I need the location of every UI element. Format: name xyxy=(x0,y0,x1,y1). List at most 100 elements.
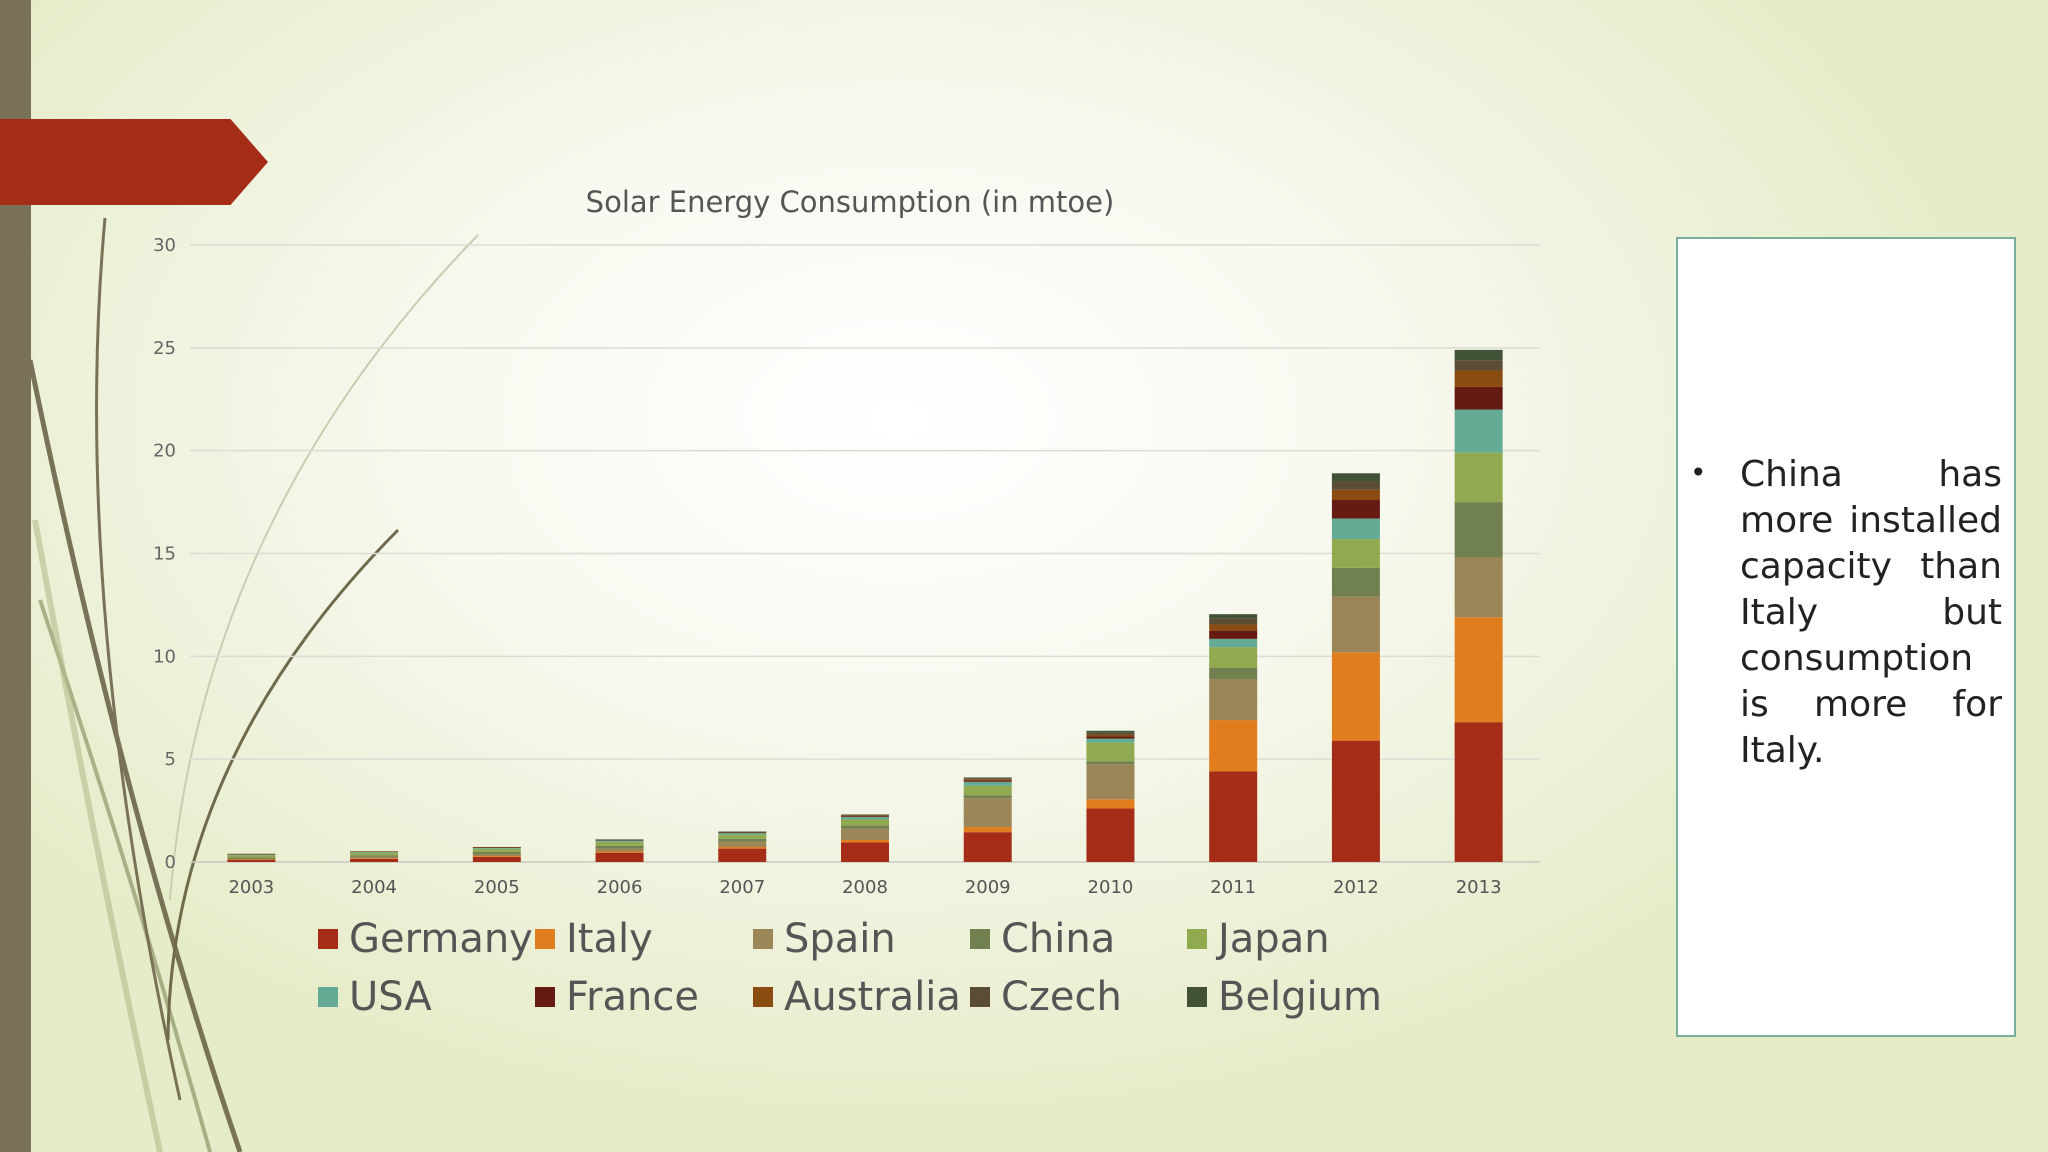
x-tick-label: 2007 xyxy=(719,877,765,898)
bar-segment-spain-2006 xyxy=(595,848,644,852)
x-tick-label: 2009 xyxy=(965,877,1011,898)
bar-segment-australia-2009 xyxy=(963,779,1012,781)
bar-segment-germany-2012 xyxy=(1331,740,1380,862)
bar-segment-usa-2011 xyxy=(1209,638,1258,648)
bar-segment-france-2007 xyxy=(718,832,767,834)
x-tick-label: 2008 xyxy=(842,877,888,898)
y-tick-label: 10 xyxy=(153,646,176,667)
bar-segment-belgium-2013 xyxy=(1454,349,1503,361)
legend-label: Czech xyxy=(1001,974,1122,1020)
bar-segment-france-2012 xyxy=(1331,500,1380,519)
x-tick-label: 2004 xyxy=(351,877,397,898)
bar-segment-italy-2010 xyxy=(1086,799,1135,809)
bar-segment-china-2012 xyxy=(1331,567,1380,597)
legend-label: France xyxy=(566,974,700,1020)
bar-segment-china-2007 xyxy=(718,838,767,842)
legend-label: China xyxy=(1001,916,1116,962)
y-tick-label: 30 xyxy=(153,235,176,256)
bar-segment-spain-2008 xyxy=(841,828,889,840)
legend-label: USA xyxy=(349,974,432,1020)
legend-item-spain: Spain xyxy=(753,914,896,964)
legend-item-czech: Czech xyxy=(970,972,1122,1022)
bar-segment-japan-2008 xyxy=(841,819,889,826)
bar-segment-italy-2011 xyxy=(1209,720,1258,772)
chart-legend: Germany Italy Spain China Japan USA France Aust… xyxy=(318,914,1418,1034)
bar-segment-italy-2004 xyxy=(350,858,399,859)
bar-segment-belgium-2009 xyxy=(963,777,1012,779)
x-tick-label: 2005 xyxy=(474,877,520,898)
bar-segment-usa-2006 xyxy=(595,840,644,842)
bar-segment-japan-2010 xyxy=(1086,742,1135,762)
bar-segment-italy-2007 xyxy=(718,846,767,849)
bar-segment-italy-2013 xyxy=(1454,617,1503,723)
legend-label: Spain xyxy=(784,916,896,962)
x-axis-ticks: 2003 2004 2005 2006 2007 2008 2009 2010 2011 2012… xyxy=(228,877,1501,898)
x-tick-label: 2013 xyxy=(1456,877,1502,898)
bar-segment-usa-2013 xyxy=(1454,409,1503,453)
bar-segment-belgium-2008 xyxy=(841,814,889,815)
legend-item-usa: USA xyxy=(318,972,432,1022)
x-tick-label: 2006 xyxy=(597,877,643,898)
bar-segment-germany-2003 xyxy=(227,859,276,862)
bar-segment-japan-2007 xyxy=(718,834,767,839)
bar-segment-japan-2006 xyxy=(595,841,644,846)
bar-segment-belgium-2007 xyxy=(718,831,767,833)
bar-segment-japan-2003 xyxy=(227,855,276,858)
bar-segment-china-2004 xyxy=(350,855,399,857)
x-tick-label: 2012 xyxy=(1333,877,1379,898)
bar-segment-czech-2011 xyxy=(1209,618,1258,625)
bar-segment-australia-2004 xyxy=(350,851,399,852)
bar-segment-france-2008 xyxy=(841,816,889,817)
y-tick-label: 20 xyxy=(153,441,176,462)
legend-swatch xyxy=(753,929,773,949)
legend-label: Japan xyxy=(1218,916,1330,962)
bar-segment-usa-2005 xyxy=(472,847,521,849)
bar-segment-usa-2003 xyxy=(227,854,276,856)
bar-segment-czech-2012 xyxy=(1331,481,1380,490)
legend-item-japan: Japan xyxy=(1187,914,1330,964)
legend-label: Australia xyxy=(784,974,961,1020)
bar-segment-usa-2007 xyxy=(718,833,767,835)
x-tick-label: 2003 xyxy=(228,877,274,898)
bar-segment-italy-2003 xyxy=(227,859,276,861)
bar-segment-spain-2012 xyxy=(1331,596,1380,653)
legend-swatch xyxy=(318,987,338,1007)
title-arrow-shape xyxy=(0,119,268,205)
bar-segment-spain-2009 xyxy=(963,798,1012,828)
legend-label: Italy xyxy=(566,916,653,962)
bar-segment-italy-2009 xyxy=(963,827,1012,833)
bar-segment-china-2011 xyxy=(1209,667,1258,679)
bar-segment-italy-2008 xyxy=(841,839,889,843)
chart-title: Solar Energy Consumption (in mtoe) xyxy=(586,185,1115,219)
legend-swatch xyxy=(535,987,555,1007)
x-tick-label: 2010 xyxy=(1088,877,1134,898)
bar-segment-germany-2008 xyxy=(841,842,889,862)
bar-segment-china-2009 xyxy=(963,795,1012,799)
bar-segment-germany-2006 xyxy=(595,852,644,862)
bar-segment-china-2013 xyxy=(1454,502,1503,558)
bar-segment-australia-2007 xyxy=(718,831,767,833)
bar-segment-spain-2011 xyxy=(1209,678,1258,721)
bar-segment-spain-2003 xyxy=(227,858,276,860)
bar-segment-belgium-2011 xyxy=(1209,614,1258,619)
legend-item-france: France xyxy=(535,972,699,1022)
bar-segment-australia-2008 xyxy=(841,815,889,817)
bar-segment-germany-2013 xyxy=(1454,722,1503,862)
bar-segment-china-2010 xyxy=(1086,761,1135,765)
bar-segment-australia-2013 xyxy=(1454,370,1503,387)
bar-segment-france-2009 xyxy=(963,780,1012,782)
bar-segment-belgium-2012 xyxy=(1331,473,1380,482)
legend-item-china: China xyxy=(970,914,1115,964)
bar-segment-spain-2005 xyxy=(472,853,521,857)
legend-swatch xyxy=(1187,987,1207,1007)
bar-segment-spain-2010 xyxy=(1086,764,1135,800)
bar-segment-france-2006 xyxy=(595,839,644,841)
bar-segment-china-2003 xyxy=(227,857,276,859)
y-axis-ticks: 0 5 10 15 20 25 30 xyxy=(153,235,176,873)
bar-segment-china-2008 xyxy=(841,825,889,829)
legend-item-belgium: Belgium xyxy=(1187,972,1382,1022)
bar-segment-czech-2008 xyxy=(841,814,889,816)
bar-segment-china-2006 xyxy=(595,845,644,849)
bar-segment-italy-2005 xyxy=(472,856,521,857)
